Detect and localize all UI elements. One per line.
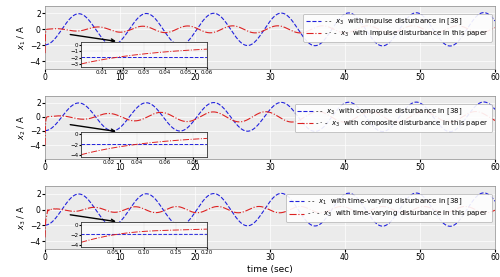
Y-axis label: $x_2$ / A: $x_2$ / A: [16, 115, 28, 140]
- · -  $x_3$  with composite disturbance in this paper: [492, 119, 498, 122]
- -  $x_1$  with time-varying disturbance in [38]: [50, 219, 56, 222]
- · -  $x_3$  with composite disturbance in this paper: [485, 115, 491, 118]
- -  $x_3$  with impulse disturbance in [38]: [128, 25, 134, 29]
- · -  $x_3$  with impulse disturbance in this paper: [492, 26, 498, 29]
Line: - · -  $x_3$  with time-varying disturbance in this paper: - · - $x_3$ with time-varying disturbanc…: [45, 206, 495, 237]
- -  $x_3$  with composite disturbance in [38]: [485, 102, 491, 105]
- · -  $x_3$  with impulse disturbance in this paper: [460, 25, 466, 29]
- -  $x_3$  with composite disturbance in [38]: [460, 120, 466, 124]
- -  $x_3$  with impulse disturbance in [38]: [42, 43, 48, 47]
- · -  $x_3$  with composite disturbance in this paper: [44, 116, 50, 119]
- -  $x_1$  with time-varying disturbance in [38]: [481, 191, 487, 194]
- · -  $x_3$  with impulse disturbance in this paper: [42, 52, 48, 55]
Line: - -  $x_3$  with impulse disturbance in [38]: - - $x_3$ with impulse disturbance in [3…: [45, 13, 495, 46]
- -  $x_1$  with time-varying disturbance in [38]: [460, 214, 466, 217]
- -  $x_3$  with impulse disturbance in [38]: [492, 19, 498, 23]
- -  $x_1$  with time-varying disturbance in [38]: [447, 225, 453, 228]
- · -  $x_3$  with time-varying disturbance in this paper: [50, 207, 56, 211]
- -  $x_3$  with composite disturbance in [38]: [481, 100, 487, 104]
- · -  $x_3$  with composite disturbance in this paper: [298, 117, 304, 121]
X-axis label: time (sec): time (sec): [247, 265, 293, 274]
- -  $x_3$  with composite disturbance in [38]: [298, 119, 304, 123]
- -  $x_3$  with composite disturbance in [38]: [492, 108, 498, 111]
Legend: - -  $x_1$  with time-varying disturbance in [38], - · -  $x_3$  with time-varyi: - - $x_1$ with time-varying disturbance …: [286, 194, 492, 222]
- · -  $x_3$  with impulse disturbance in this paper: [50, 27, 56, 30]
- -  $x_1$  with time-varying disturbance in [38]: [44, 223, 50, 227]
- -  $x_3$  with impulse disturbance in [38]: [485, 12, 491, 16]
Y-axis label: $x_3$ / A: $x_3$ / A: [16, 205, 28, 230]
- · -  $x_3$  with time-varying disturbance in this paper: [298, 205, 304, 208]
- -  $x_1$  with time-varying disturbance in [38]: [128, 206, 134, 209]
- -  $x_1$  with time-varying disturbance in [38]: [485, 193, 491, 196]
- · -  $x_3$  with time-varying disturbance in this paper: [128, 206, 134, 209]
- · -  $x_3$  with time-varying disturbance in this paper: [462, 205, 468, 208]
- -  $x_3$  with composite disturbance in [38]: [50, 125, 56, 128]
- · -  $x_3$  with time-varying disturbance in this paper: [485, 211, 491, 214]
- -  $x_3$  with composite disturbance in [38]: [447, 130, 453, 133]
- -  $x_3$  with impulse disturbance in [38]: [44, 43, 50, 46]
- · -  $x_3$  with impulse disturbance in this paper: [298, 31, 304, 35]
- · -  $x_3$  with composite disturbance in this paper: [50, 114, 56, 118]
- -  $x_3$  with impulse disturbance in [38]: [50, 39, 56, 42]
- -  $x_1$  with time-varying disturbance in [38]: [492, 200, 498, 203]
- · -  $x_3$  with impulse disturbance in this paper: [44, 28, 50, 31]
- -  $x_3$  with composite disturbance in [38]: [44, 129, 50, 132]
- -  $x_3$  with impulse disturbance in [38]: [481, 11, 487, 14]
- · -  $x_3$  with composite disturbance in this paper: [128, 119, 134, 122]
Line: - -  $x_1$  with time-varying disturbance in [38]: - - $x_1$ with time-varying disturbance …: [45, 193, 495, 226]
- -  $x_1$  with time-varying disturbance in [38]: [42, 224, 48, 227]
- -  $x_3$  with impulse disturbance in [38]: [447, 44, 453, 48]
- · -  $x_3$  with composite disturbance in this paper: [42, 143, 48, 147]
- · -  $x_3$  with composite disturbance in this paper: [460, 115, 466, 118]
- · -  $x_3$  with time-varying disturbance in this paper: [44, 213, 50, 216]
- · -  $x_3$  with impulse disturbance in this paper: [128, 28, 134, 31]
Line: - · -  $x_3$  with impulse disturbance in this paper: - · - $x_3$ with impulse disturbance in …: [45, 26, 495, 53]
Legend: - -  $x_3$  with impulse disturbance in [38], - · -  $x_3$  with impulse disturb: - - $x_3$ with impulse disturbance in [3…: [304, 14, 492, 42]
- · -  $x_3$  with time-varying disturbance in this paper: [492, 209, 498, 212]
- · -  $x_3$  with impulse disturbance in this paper: [485, 29, 491, 33]
Legend: - -  $x_3$  with composite disturbance in [38], - · -  $x_3$  with composite dis: - - $x_3$ with composite disturbance in …: [294, 104, 492, 132]
Line: - · -  $x_3$  with composite disturbance in this paper: - · - $x_3$ with composite disturbance i…: [45, 112, 495, 145]
- · -  $x_3$  with time-varying disturbance in this paper: [42, 236, 48, 239]
- -  $x_3$  with composite disturbance in [38]: [128, 113, 134, 116]
- -  $x_3$  with impulse disturbance in [38]: [298, 32, 304, 36]
Line: - -  $x_3$  with composite disturbance in [38]: - - $x_3$ with composite disturbance in …: [45, 102, 495, 132]
- -  $x_3$  with composite disturbance in [38]: [42, 129, 48, 132]
- -  $x_1$  with time-varying disturbance in [38]: [298, 213, 304, 216]
- · -  $x_3$  with composite disturbance in this paper: [472, 110, 478, 113]
- · -  $x_3$  with time-varying disturbance in this paper: [460, 205, 466, 208]
- · -  $x_3$  with impulse disturbance in this paper: [454, 24, 460, 27]
- -  $x_3$  with impulse disturbance in [38]: [460, 34, 466, 37]
Y-axis label: $x_1$ / A: $x_1$ / A: [16, 25, 28, 50]
